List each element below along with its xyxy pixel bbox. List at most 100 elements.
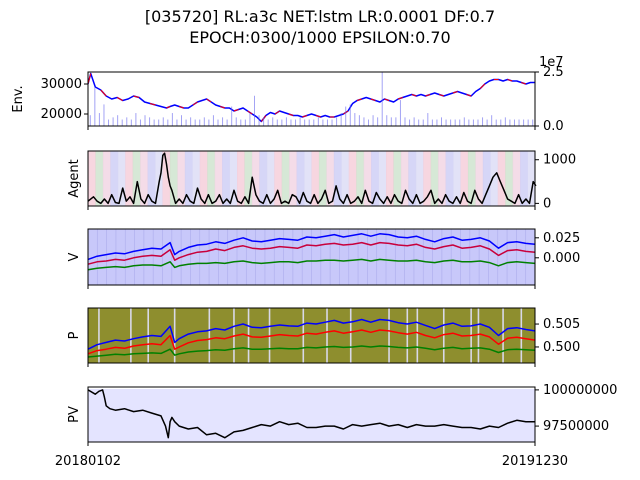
- action-band: [326, 151, 335, 206]
- price-up-segment: [247, 110, 253, 115]
- price-up-segment: [411, 94, 417, 97]
- action-band: [356, 151, 365, 206]
- right-tick-label: 1000: [543, 153, 576, 168]
- price-up-segment: [274, 110, 280, 115]
- action-band: [430, 151, 439, 206]
- title-line-2: EPOCH:0300/1000 EPSILON:0.70: [189, 28, 451, 47]
- price-up-segment: [466, 94, 472, 97]
- action-band: [296, 151, 305, 206]
- title-line-1: [035720] RL:a3c NET:lstm LR:0.0001 DF:0.…: [144, 7, 496, 26]
- action-band: [423, 151, 432, 206]
- action-band: [132, 151, 141, 206]
- price-up-segment: [384, 98, 390, 101]
- axes-frame: [87, 307, 536, 364]
- action-band: [311, 151, 320, 206]
- action-band: [527, 151, 536, 206]
- action-band: [408, 151, 417, 206]
- action-band: [289, 151, 298, 206]
- series-holding: [87, 152, 537, 205]
- series-v-green: [87, 258, 536, 271]
- action-band: [445, 151, 454, 206]
- action-band: [333, 151, 342, 206]
- price-up-segment: [233, 109, 239, 112]
- action-band: [453, 151, 461, 206]
- action-band: [229, 151, 238, 206]
- action-band: [155, 151, 163, 206]
- action-band: [222, 151, 231, 206]
- action-band: [214, 151, 223, 206]
- action-band: [475, 151, 484, 206]
- action-band: [117, 151, 126, 206]
- y-axis-label: PV: [67, 406, 82, 423]
- series-price: [87, 72, 535, 123]
- series-v-red: [87, 241, 536, 265]
- right-tick-label: 0.500: [543, 340, 580, 355]
- price-up-segment: [192, 101, 198, 106]
- price-up-segment: [425, 94, 431, 97]
- x-end-label: 20191230: [502, 454, 568, 469]
- right-tick-label: 0: [543, 196, 551, 211]
- x-start-label: 20180102: [55, 454, 121, 469]
- action-band: [274, 151, 283, 206]
- y-axis-label: Agent: [67, 159, 82, 197]
- action-band: [199, 151, 208, 206]
- action-band: [88, 151, 96, 206]
- axes-frame: [87, 228, 536, 286]
- action-band: [512, 151, 521, 206]
- action-band: [259, 151, 268, 206]
- price-up-segment: [288, 113, 294, 116]
- axes-frame: [87, 150, 536, 207]
- action-band: [281, 151, 290, 206]
- price-up-segment: [398, 97, 403, 100]
- action-band: [110, 151, 119, 206]
- price-up-segment: [220, 106, 225, 109]
- right-tick-label: 100000000: [543, 383, 617, 398]
- action-band: [192, 151, 201, 206]
- price-up-segment: [315, 115, 321, 118]
- action-band: [438, 151, 447, 206]
- action-band: [318, 151, 327, 206]
- action-band: [400, 151, 409, 206]
- series-v-blue: [87, 233, 536, 261]
- series-pv: [87, 389, 535, 439]
- action-band: [177, 151, 186, 206]
- price-up-segment: [116, 97, 123, 101]
- left-tick-label: 30000: [41, 77, 82, 92]
- price-up-segment: [507, 79, 513, 82]
- price-up-segment: [479, 83, 486, 89]
- price-up-segment: [452, 91, 458, 94]
- action-band: [363, 151, 372, 206]
- price-up-segment: [133, 95, 140, 98]
- action-band: [162, 151, 171, 206]
- axes-frame: [87, 71, 536, 127]
- right-tick-label: 0.000: [543, 251, 580, 266]
- price-up-segment: [356, 98, 362, 101]
- y-axis-label: P: [67, 331, 82, 339]
- action-band: [251, 151, 260, 206]
- y-axis-label: V: [67, 252, 82, 261]
- price-up-segment: [206, 98, 212, 103]
- action-band: [505, 151, 514, 206]
- series-p-blue: [87, 318, 536, 350]
- right-offset-label: 1e7: [539, 55, 564, 70]
- action-band: [386, 151, 394, 206]
- action-band: [304, 151, 312, 206]
- action-band: [95, 151, 104, 206]
- right-tick-label: 0.0: [543, 119, 564, 134]
- action-band: [490, 151, 499, 206]
- action-band: [467, 151, 476, 206]
- price-up-segment: [302, 115, 308, 118]
- action-band: [348, 151, 357, 206]
- price-up-segment: [521, 82, 527, 85]
- action-band: [520, 151, 529, 206]
- action-band: [482, 151, 491, 206]
- action-band: [147, 151, 156, 206]
- action-band: [207, 151, 216, 206]
- action-band: [460, 151, 469, 206]
- right-tick-label: 0.505: [543, 317, 580, 332]
- pv-fill: [88, 389, 535, 442]
- action-band: [371, 151, 380, 206]
- axes-frame: [87, 386, 536, 443]
- price-up-segment: [370, 98, 376, 101]
- action-band: [415, 151, 424, 206]
